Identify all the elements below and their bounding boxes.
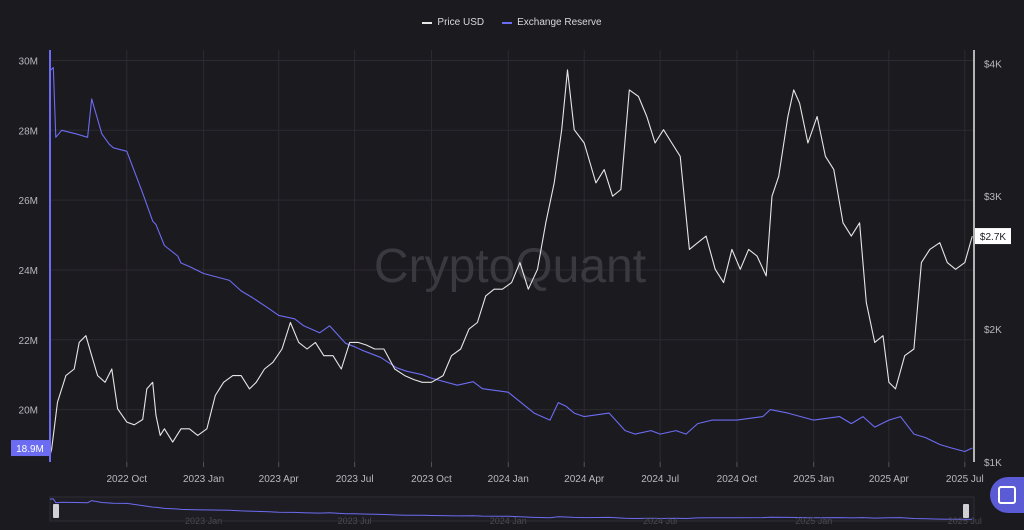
legend-item-price[interactable]: Price USD (422, 17, 484, 28)
left-axis-tick-label: 26M (19, 196, 38, 207)
navigator-content: 2023 Jan 2023 Jul 2024 Jan 2024 Jul 2025 Jan… (49, 498, 982, 526)
navigator-left-handle[interactable] (53, 504, 59, 518)
legend-swatch-price (422, 21, 433, 24)
left-axis-tick-label: 22M (19, 336, 38, 347)
left-axis-tick-label: 20M (19, 406, 38, 417)
navigator-tick-label: 2023 Jan (185, 516, 222, 526)
right-axis-tick-label: $1K (984, 458, 1002, 469)
x-axis-tick-label: 2023 Apr (259, 474, 300, 485)
reserve-current-badge (11, 440, 49, 457)
x-axis-tick-label: 2024 Jul (641, 474, 679, 485)
navigator-tick-label: 2025 Jul (948, 516, 982, 526)
right-axis-tick-label: $2K (984, 325, 1002, 336)
legend: Price USD Exchange Reserve (0, 17, 1024, 28)
navigator-tick-label: 2025 Jan (795, 516, 832, 526)
series-group (49, 66, 973, 456)
navigator-reserve-line (49, 498, 973, 520)
price-current-label: $2.7K (980, 232, 1006, 243)
price-current-badge (975, 228, 1011, 245)
legend-swatch-reserve (502, 21, 513, 24)
chat-icon (998, 486, 1016, 504)
x-axis-tick-label: 2024 Jan (488, 474, 529, 485)
navigator-track[interactable] (49, 496, 975, 522)
time-navigator[interactable]: 2023 Jan 2023 Jul 2024 Jan 2024 Jul 2025 Jan… (49, 496, 982, 526)
navigator-tick-label: 2024 Jan (490, 516, 527, 526)
grid (50, 50, 974, 462)
navigator-right-handle[interactable] (963, 504, 969, 518)
price-line (49, 69, 973, 456)
x-axis-tick-label: 2025 Jul (946, 474, 984, 485)
legend-label-reserve: Exchange Reserve (517, 17, 602, 28)
reserve-current-label: 18.9M (16, 444, 44, 455)
legend-item-reserve[interactable]: Exchange Reserve (502, 17, 602, 28)
navigator-tick-label: 2023 Jul (338, 516, 372, 526)
x-axis-tick-label: 2025 Jan (793, 474, 834, 485)
watermark: CryptoQuant (374, 240, 646, 293)
x-axis-tick-label: 2023 Jan (183, 474, 224, 485)
current-value-labels: 18.9M $2.7K (11, 228, 1011, 457)
axes: 20M 22M 24M 26M 28M 30M $1K $2K $3K $4K 2022 Oct 20… (19, 56, 1003, 485)
navigator-tick-label: 2024 Jul (643, 516, 677, 526)
exchange-reserve-line (49, 66, 973, 453)
left-axis-tick-label: 28M (19, 126, 38, 137)
left-axis-tick-label: 24M (19, 266, 38, 277)
x-axis-tick-label: 2024 Oct (717, 474, 758, 485)
right-axis-tick-label: $4K (984, 59, 1002, 70)
x-axis-tick-label: 2025 Apr (869, 474, 910, 485)
right-axis-tick-label: $3K (984, 192, 1002, 203)
left-axis-tick-label: 30M (19, 56, 38, 67)
x-axis-tick-label: 2023 Oct (411, 474, 452, 485)
x-axis-tick-label: 2023 Jul (336, 474, 374, 485)
chat-support-button[interactable] (990, 477, 1024, 513)
legend-label-price: Price USD (437, 17, 485, 28)
x-axis-tick-label: 2022 Oct (106, 474, 147, 485)
x-axis-tick-label: 2024 Apr (564, 474, 605, 485)
